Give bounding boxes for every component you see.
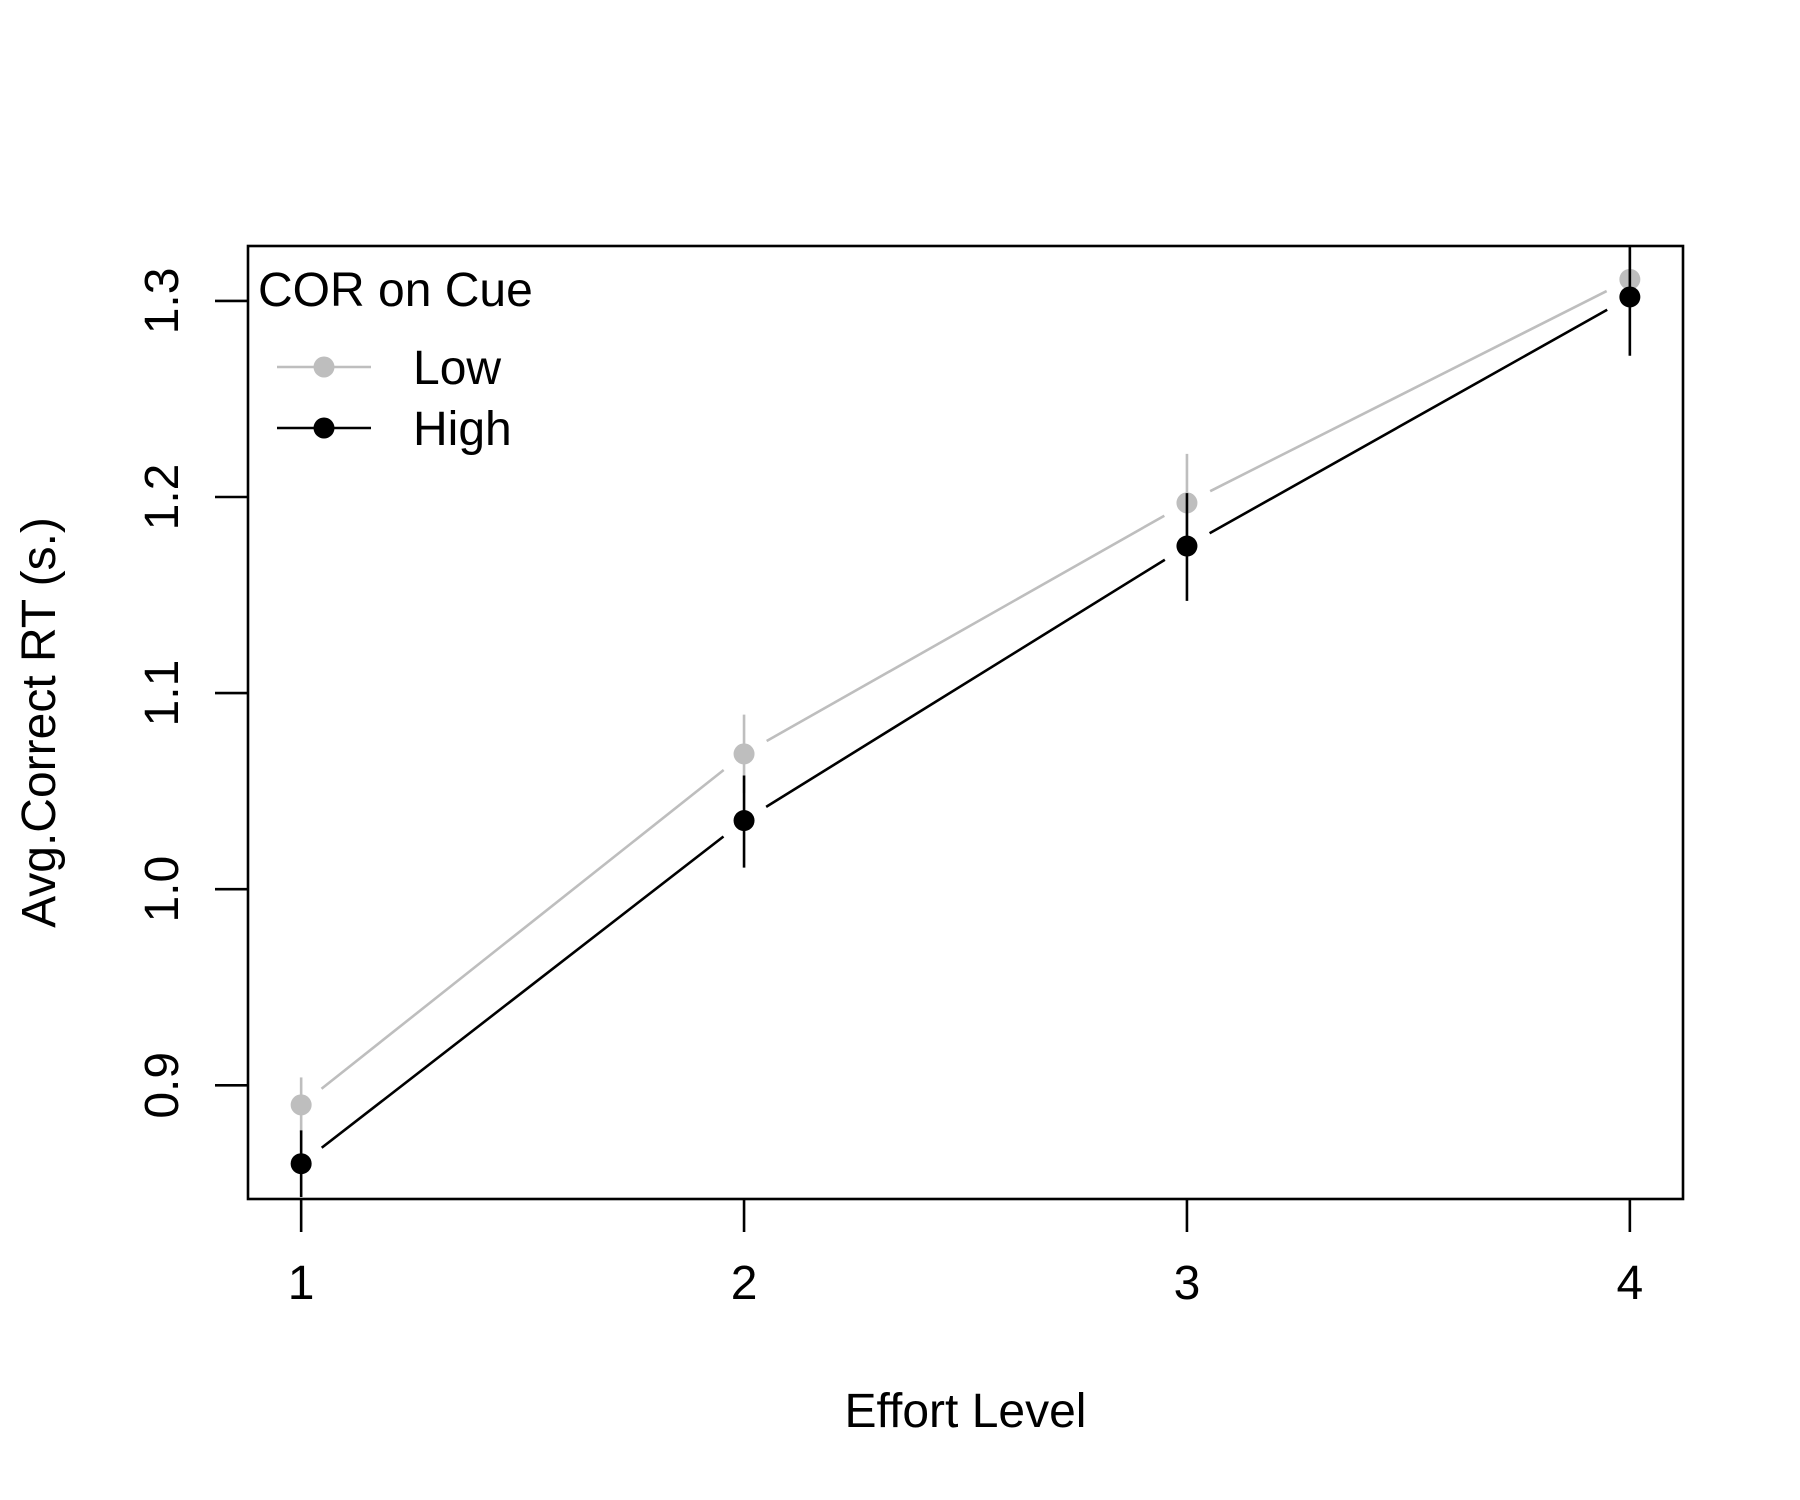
line-segment-low: [320, 769, 725, 1090]
x-tick-label: 3: [1174, 1257, 1201, 1310]
legend-title: COR on Cue: [258, 264, 533, 317]
line-segment-high: [765, 558, 1166, 808]
line-segment-high: [320, 835, 725, 1149]
legend-label-high: High: [413, 403, 512, 456]
plot-marks: [290, 246, 1641, 1198]
x-tick-label: 1: [288, 1257, 315, 1310]
data-point-high: [733, 810, 755, 832]
data-point-low: [733, 743, 755, 765]
y-tick-label: 0.9: [136, 1052, 189, 1119]
y-tick-label: 1.3: [136, 268, 189, 335]
data-point-high: [1176, 535, 1198, 557]
line-segment-low: [766, 514, 1165, 743]
legend-marker-high: [313, 417, 335, 439]
data-point-high: [290, 1153, 312, 1175]
y-tick-label: 1.1: [136, 660, 189, 727]
x-axis-title: Effort Level: [845, 1385, 1087, 1438]
legend: COR on Cue Low High: [258, 264, 533, 456]
y-tick-label: 1.0: [136, 856, 189, 923]
plot-frame: [246, 244, 1685, 1201]
legend-item-low: Low: [277, 342, 501, 395]
line-segment-low: [1209, 289, 1608, 493]
legend-label-low: Low: [413, 342, 501, 395]
line-segment-high: [1208, 308, 1608, 535]
data-point-low: [290, 1094, 312, 1116]
axes: 1 2 3 4 0.9 1.0 1.1 1.2 1.3: [136, 244, 1685, 1310]
x-tick-label: 2: [731, 1257, 758, 1310]
x-tick-label: 4: [1617, 1257, 1644, 1310]
legend-marker-low: [313, 356, 335, 378]
legend-item-high: High: [277, 403, 512, 456]
data-point-high: [1619, 286, 1641, 308]
y-tick-label: 1.2: [136, 464, 189, 531]
series-high: [290, 246, 1641, 1198]
y-axis-title: Avg.Correct RT (s.): [13, 517, 66, 928]
